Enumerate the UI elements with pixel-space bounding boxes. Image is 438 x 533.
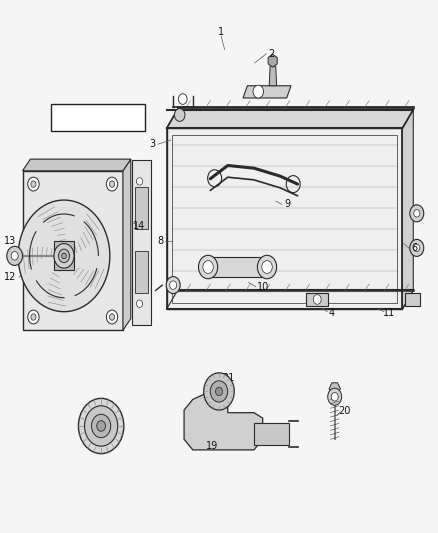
Circle shape — [262, 261, 272, 273]
Circle shape — [204, 373, 234, 410]
Text: 2: 2 — [268, 49, 275, 59]
Circle shape — [178, 94, 187, 104]
Circle shape — [410, 239, 424, 256]
Polygon shape — [403, 110, 413, 309]
Circle shape — [59, 249, 70, 263]
FancyBboxPatch shape — [51, 104, 145, 131]
Text: 19: 19 — [206, 441, 219, 451]
Polygon shape — [243, 86, 291, 98]
Circle shape — [97, 421, 106, 431]
Circle shape — [170, 281, 177, 289]
Text: CAUTION: CAUTION — [77, 108, 119, 117]
Text: 18: 18 — [88, 414, 101, 424]
Polygon shape — [132, 160, 151, 325]
Text: 20: 20 — [338, 406, 350, 416]
Polygon shape — [269, 66, 277, 86]
Polygon shape — [329, 383, 340, 395]
Circle shape — [174, 109, 185, 122]
Text: 8: 8 — [157, 236, 163, 246]
Text: 4: 4 — [328, 308, 334, 318]
Circle shape — [54, 244, 74, 268]
Text: 7: 7 — [53, 114, 60, 124]
Circle shape — [85, 406, 118, 446]
Circle shape — [106, 310, 118, 324]
Polygon shape — [166, 128, 403, 309]
Text: 1: 1 — [218, 27, 224, 37]
Circle shape — [7, 246, 22, 265]
Circle shape — [414, 244, 420, 252]
Circle shape — [198, 255, 218, 279]
Text: 21: 21 — [223, 373, 235, 383]
Text: 13: 13 — [4, 236, 16, 246]
Circle shape — [414, 209, 420, 217]
Circle shape — [328, 388, 342, 405]
Circle shape — [106, 177, 118, 191]
Circle shape — [253, 85, 264, 98]
Text: 12: 12 — [4, 272, 17, 282]
Polygon shape — [306, 293, 328, 306]
Polygon shape — [135, 251, 148, 293]
Polygon shape — [405, 293, 420, 306]
Polygon shape — [254, 423, 289, 445]
Circle shape — [410, 205, 424, 222]
Text: FAN XXXXX XXXX XX XXX: FAN XXXXX XXXX XX XXX — [64, 121, 131, 126]
Circle shape — [258, 255, 277, 279]
Circle shape — [78, 398, 124, 454]
Circle shape — [331, 392, 338, 401]
Circle shape — [11, 252, 18, 260]
Text: 3: 3 — [149, 139, 155, 149]
Polygon shape — [123, 159, 131, 330]
Circle shape — [18, 200, 110, 312]
Text: 10: 10 — [257, 282, 269, 292]
Circle shape — [92, 414, 111, 438]
Circle shape — [137, 300, 143, 308]
Polygon shape — [166, 110, 413, 128]
Circle shape — [313, 295, 321, 304]
Circle shape — [210, 381, 228, 402]
Circle shape — [215, 387, 223, 395]
Text: 11: 11 — [383, 308, 396, 318]
Circle shape — [166, 277, 180, 294]
Text: 9: 9 — [284, 199, 290, 209]
Polygon shape — [22, 159, 131, 171]
Circle shape — [31, 314, 36, 320]
Polygon shape — [268, 54, 277, 67]
Circle shape — [110, 314, 115, 320]
Circle shape — [62, 253, 66, 259]
Circle shape — [110, 181, 115, 187]
Polygon shape — [135, 187, 148, 229]
Polygon shape — [210, 257, 265, 277]
Circle shape — [31, 181, 36, 187]
Polygon shape — [184, 391, 263, 450]
Circle shape — [137, 177, 143, 185]
Polygon shape — [22, 171, 123, 330]
Text: 14: 14 — [134, 221, 146, 231]
Text: 6: 6 — [412, 244, 418, 253]
Circle shape — [28, 177, 39, 191]
Circle shape — [28, 310, 39, 324]
Polygon shape — [54, 241, 74, 270]
Circle shape — [203, 261, 213, 273]
